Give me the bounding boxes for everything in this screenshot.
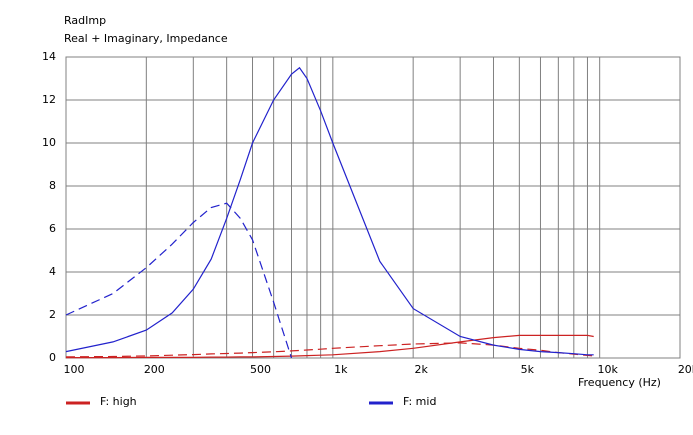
x-tick-label: 1k xyxy=(334,363,348,376)
legend-label: F: high xyxy=(100,395,137,408)
x-tick-label: 10k xyxy=(597,363,618,376)
legend-label: F: mid xyxy=(403,395,436,408)
y-tick-label: 2 xyxy=(49,308,56,321)
series-line xyxy=(65,202,293,359)
series-line xyxy=(66,334,594,359)
y-tick-label: 10 xyxy=(42,136,56,149)
series-line xyxy=(65,66,594,356)
y-tick-label: 12 xyxy=(42,93,56,106)
x-tick-label: 20k xyxy=(678,363,693,376)
y-tick-label: 4 xyxy=(49,265,56,278)
series-line xyxy=(65,342,594,358)
y-tick-label: 6 xyxy=(49,222,56,235)
x-axis-label: Frequency (Hz) xyxy=(578,376,661,389)
y-tick-label: 8 xyxy=(49,179,56,192)
y-tick-label: 0 xyxy=(49,351,56,364)
x-tick-label: 100 xyxy=(64,363,85,376)
x-tick-label: 5k xyxy=(521,363,535,376)
chart-subtitle: Real + Imaginary, Impedance xyxy=(64,32,228,45)
x-tick-label: 500 xyxy=(250,363,271,376)
chart-title: RadImp xyxy=(64,14,106,27)
y-tick-label: 14 xyxy=(42,50,56,63)
x-tick-label: 200 xyxy=(144,363,165,376)
x-tick-label: 2k xyxy=(414,363,428,376)
